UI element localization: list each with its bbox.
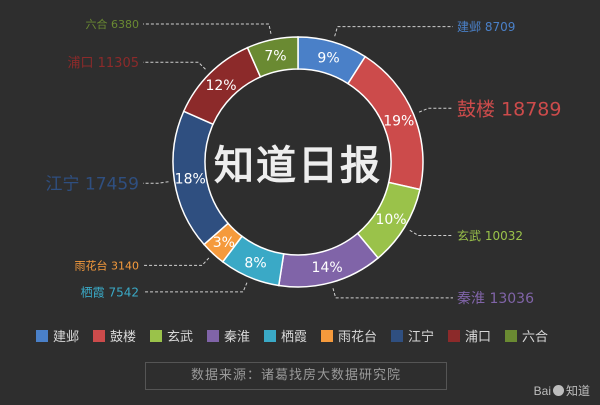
- legend-label: 玄武: [167, 330, 193, 345]
- legend-label: 雨花台: [338, 329, 377, 345]
- legend-label: 栖霞: [281, 330, 307, 345]
- legend-label: 江宁: [408, 329, 434, 345]
- slice-percent-label: 10%: [375, 212, 406, 228]
- leader-line: [143, 257, 210, 266]
- leader-line: [334, 26, 453, 37]
- slice-percent-label: 12%: [205, 78, 236, 94]
- legend-label: 建邺: [53, 330, 79, 345]
- legend-swatch: [391, 330, 403, 342]
- legend-swatch: [321, 330, 333, 342]
- baidu-zhidao-watermark: Bai 知道: [534, 382, 590, 399]
- leader-line: [143, 181, 169, 184]
- leader-line: [143, 282, 248, 293]
- legend-swatch: [448, 330, 460, 342]
- center-watermark-text: 知道日报: [214, 143, 382, 189]
- legend-swatch: [93, 330, 105, 342]
- slice-outer-label: 建邺 8709: [457, 20, 515, 34]
- donut-slice: [246, 36, 299, 78]
- slice-outer-label: 浦口 11305: [68, 56, 140, 71]
- slice-percent-label: 3%: [213, 235, 235, 251]
- slice-outer-label: 玄武 10032: [457, 228, 523, 243]
- legend-swatch: [36, 330, 48, 342]
- legend-label: 鼓楼: [110, 330, 136, 345]
- legend-swatch: [505, 330, 517, 342]
- slice-outer-label: 江宁 17459: [46, 175, 139, 195]
- slice-percent-label: 9%: [317, 50, 339, 66]
- leader-line: [143, 23, 272, 34]
- watermark-suffix: 知道: [565, 384, 590, 398]
- slice-outer-label: 鼓楼 18789: [457, 99, 561, 121]
- paw-icon: [552, 385, 564, 396]
- data-source-note: 数据来源：诸葛找房大数据研究院: [145, 362, 447, 390]
- legend-swatch: [150, 330, 162, 342]
- slice-outer-label: 雨花台 3140: [75, 258, 140, 272]
- slice-percent-label: 18%: [175, 171, 206, 187]
- slice-outer-label: 栖霞 7542: [81, 284, 139, 299]
- watermark-brand: Bai: [533, 384, 551, 398]
- slice-outer-label: 秦淮 13036: [457, 291, 534, 307]
- leader-line: [418, 107, 453, 113]
- leader-line: [409, 229, 453, 237]
- legend-label: 六合: [522, 330, 548, 345]
- leader-line: [143, 61, 206, 70]
- slice-percent-label: 7%: [264, 48, 286, 64]
- legend-swatch: [264, 330, 276, 342]
- legend-label: 浦口: [465, 330, 491, 345]
- legend-label: 秦淮: [224, 330, 250, 345]
- legend-swatch: [207, 330, 219, 342]
- slice-outer-label: 六合 6380: [86, 17, 140, 31]
- slice-percent-label: 8%: [244, 255, 266, 271]
- slice-percent-label: 19%: [383, 113, 414, 129]
- leader-line: [332, 288, 453, 299]
- slice-percent-label: 14%: [312, 260, 343, 276]
